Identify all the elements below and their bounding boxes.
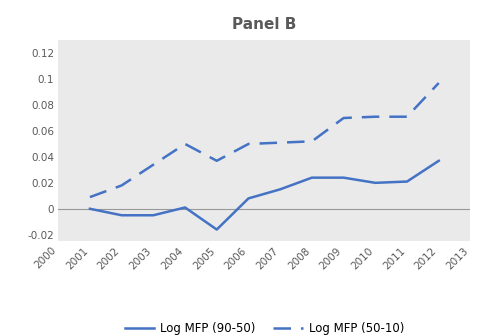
Line: Log MFP (90-50): Log MFP (90-50)	[90, 161, 438, 229]
Log MFP (90-50)	[277, 187, 283, 191]
Log MFP (90-50)	[182, 205, 188, 209]
Log MFP (50-10)	[340, 116, 346, 120]
Log MFP (90-50)	[372, 181, 378, 185]
Legend: Log MFP (90-50), Log MFP (50-10): Log MFP (90-50), Log MFP (50-10)	[120, 317, 408, 335]
Log MFP (90-50)	[213, 227, 219, 231]
Log MFP (90-50)	[308, 176, 314, 180]
Log MFP (50-10)	[119, 184, 124, 188]
Log MFP (90-50)	[340, 176, 346, 180]
Log MFP (90-50)	[435, 159, 441, 163]
Log MFP (90-50)	[403, 180, 409, 184]
Log MFP (50-10)	[372, 115, 378, 119]
Log MFP (90-50)	[119, 213, 124, 217]
Log MFP (50-10)	[182, 142, 188, 146]
Log MFP (50-10)	[308, 139, 314, 143]
Log MFP (90-50)	[150, 213, 156, 217]
Log MFP (50-10)	[245, 142, 251, 146]
Log MFP (50-10)	[403, 115, 409, 119]
Log MFP (50-10)	[213, 159, 219, 163]
Title: Panel B: Panel B	[232, 17, 296, 32]
Log MFP (50-10)	[150, 163, 156, 167]
Log MFP (50-10)	[87, 195, 92, 199]
Line: Log MFP (50-10): Log MFP (50-10)	[90, 83, 438, 197]
Log MFP (90-50)	[245, 196, 251, 200]
Log MFP (50-10)	[277, 141, 283, 145]
Log MFP (50-10)	[435, 81, 441, 85]
Log MFP (90-50)	[87, 207, 92, 211]
